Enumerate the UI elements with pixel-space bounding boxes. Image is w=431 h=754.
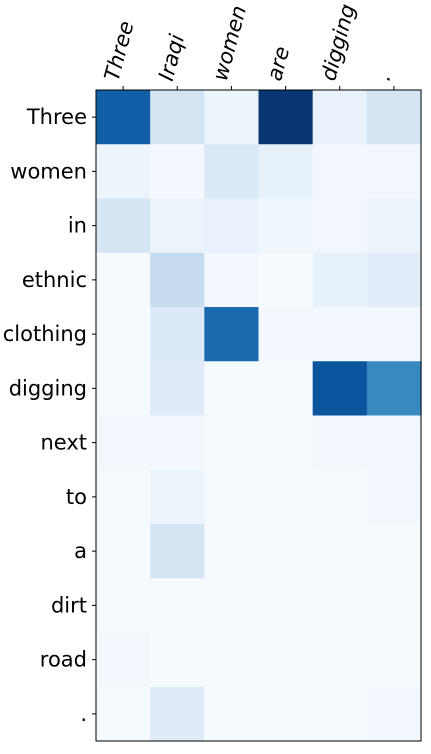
heatmap-cell-8-0 bbox=[96, 524, 151, 579]
heatmap-cell-0-2 bbox=[204, 90, 260, 145]
y-tick-label-2: in bbox=[68, 214, 87, 238]
heatmap-cell-3-1 bbox=[150, 252, 205, 308]
heatmap-cell-6-3 bbox=[258, 415, 314, 471]
heatmap-cell-0-0 bbox=[96, 90, 151, 145]
heatmap-cell-4-3 bbox=[258, 307, 314, 362]
heatmap-cell-9-1 bbox=[150, 578, 205, 634]
heatmap-cell-11-5 bbox=[366, 686, 422, 742]
heatmap-cell-7-1 bbox=[150, 469, 205, 525]
heatmap-cell-1-4 bbox=[312, 144, 368, 200]
heatmap-cell-10-1 bbox=[150, 632, 205, 688]
heatmap-cell-9-3 bbox=[258, 578, 314, 634]
plot-frame bbox=[95, 89, 422, 742]
heatmap-cell-0-3 bbox=[258, 90, 314, 145]
y-tick-label-9: dirt bbox=[51, 593, 87, 617]
x-tick-label-0: Three bbox=[100, 19, 139, 84]
heatmap-cell-6-0 bbox=[96, 415, 151, 471]
y-tick-label-8: a bbox=[74, 539, 87, 563]
heatmap-cell-5-5 bbox=[366, 361, 422, 417]
heatmap-cell-0-4 bbox=[312, 90, 368, 145]
heatmap-cell-6-2 bbox=[204, 415, 260, 471]
heatmap-cell-11-3 bbox=[258, 686, 314, 742]
heatmap-cell-4-1 bbox=[150, 307, 205, 362]
heatmap-cell-3-4 bbox=[312, 252, 368, 308]
heatmap-cell-8-5 bbox=[366, 524, 422, 579]
y-tick-label-1: women bbox=[10, 159, 87, 183]
y-tick-label-0: Three bbox=[26, 105, 87, 129]
heatmap-cell-9-2 bbox=[204, 578, 260, 634]
heatmap-cell-10-0 bbox=[96, 632, 151, 688]
x-tick-label-4: digging bbox=[316, 1, 359, 83]
heatmap-cell-11-2 bbox=[204, 686, 260, 742]
y-tick-label-6: next bbox=[40, 431, 87, 455]
x-tick-label-2: women bbox=[208, 3, 251, 83]
y-tick-label-4: clothing bbox=[3, 322, 87, 346]
heatmap-cell-10-2 bbox=[204, 632, 260, 688]
heatmap-cell-5-4 bbox=[312, 361, 368, 417]
heatmap-cell-5-3 bbox=[258, 361, 314, 417]
x-tick-label-5: . bbox=[371, 71, 396, 84]
heatmap-cell-3-5 bbox=[366, 252, 422, 308]
heatmap-cell-10-4 bbox=[312, 632, 368, 688]
heatmap-cell-5-2 bbox=[204, 361, 260, 417]
y-tick-label-5: digging bbox=[9, 376, 87, 400]
heatmap-cell-9-0 bbox=[96, 578, 151, 634]
y-tick-label-11: . bbox=[80, 702, 87, 726]
heatmap-cell-6-1 bbox=[150, 415, 205, 471]
heatmap-cell-3-3 bbox=[258, 252, 314, 308]
heatmap-cell-7-2 bbox=[204, 469, 260, 525]
heatmap-cell-8-4 bbox=[312, 524, 368, 579]
heatmap-cell-1-0 bbox=[96, 144, 151, 200]
heatmap-cells bbox=[96, 90, 422, 742]
heatmap-cell-1-1 bbox=[150, 144, 205, 200]
heatmap-cell-9-4 bbox=[312, 578, 368, 634]
heatmap-cell-2-5 bbox=[366, 198, 422, 254]
heatmap-cell-0-1 bbox=[150, 90, 205, 145]
heatmap-cell-4-5 bbox=[366, 307, 422, 362]
heatmap-cell-5-1 bbox=[150, 361, 205, 417]
heatmap-cell-10-3 bbox=[258, 632, 314, 688]
heatmap-cell-1-3 bbox=[258, 144, 314, 200]
heatmap-cell-7-5 bbox=[366, 469, 422, 525]
y-tick-label-10: road bbox=[40, 648, 87, 672]
heatmap-cell-4-4 bbox=[312, 307, 368, 362]
y-axis-ticks: Three women in ethnic clothing digging next to a… bbox=[3, 105, 96, 726]
heatmap-cell-3-0 bbox=[96, 252, 151, 308]
heatmap-cell-2-0 bbox=[96, 198, 151, 254]
heatmap-cell-11-1 bbox=[150, 686, 205, 742]
y-tick-label-7: to bbox=[66, 485, 87, 509]
heatmap-cell-7-4 bbox=[312, 469, 368, 525]
heatmap-cell-4-2 bbox=[204, 307, 260, 362]
heatmap-cell-5-0 bbox=[96, 361, 151, 417]
heatmap-cell-2-1 bbox=[150, 198, 205, 254]
x-tick-label-3: are bbox=[262, 44, 294, 83]
heatmap-cell-7-0 bbox=[96, 469, 151, 525]
x-axis-ticks: Three Iraqi women are digging. bbox=[100, 1, 396, 90]
heatmap-cell-2-4 bbox=[312, 198, 368, 254]
heatmap-cell-8-2 bbox=[204, 524, 260, 579]
heatmap-cell-2-2 bbox=[204, 198, 260, 254]
heatmap-cell-8-3 bbox=[258, 524, 314, 579]
heatmap-cell-7-3 bbox=[258, 469, 314, 525]
y-tick-label-3: ethnic bbox=[22, 268, 87, 292]
heatmap-cell-8-1 bbox=[150, 524, 205, 579]
heatmap-cell-11-0 bbox=[96, 686, 151, 742]
heatmap-cell-3-2 bbox=[204, 252, 260, 308]
heatmap-cell-11-4 bbox=[312, 686, 368, 742]
heatmap-cell-10-5 bbox=[366, 632, 422, 688]
x-tick-label-1: Iraqi bbox=[154, 32, 189, 84]
heatmap-cell-9-5 bbox=[366, 578, 422, 634]
heatmap-cell-2-3 bbox=[258, 198, 314, 254]
heatmap-cell-1-5 bbox=[366, 144, 422, 200]
heatmap-cell-1-2 bbox=[204, 144, 260, 200]
heatmap-cell-0-5 bbox=[366, 90, 422, 145]
heatmap-cell-6-4 bbox=[312, 415, 368, 471]
heatmap-cell-4-0 bbox=[96, 307, 151, 362]
heatmap-cell-6-5 bbox=[366, 415, 422, 471]
